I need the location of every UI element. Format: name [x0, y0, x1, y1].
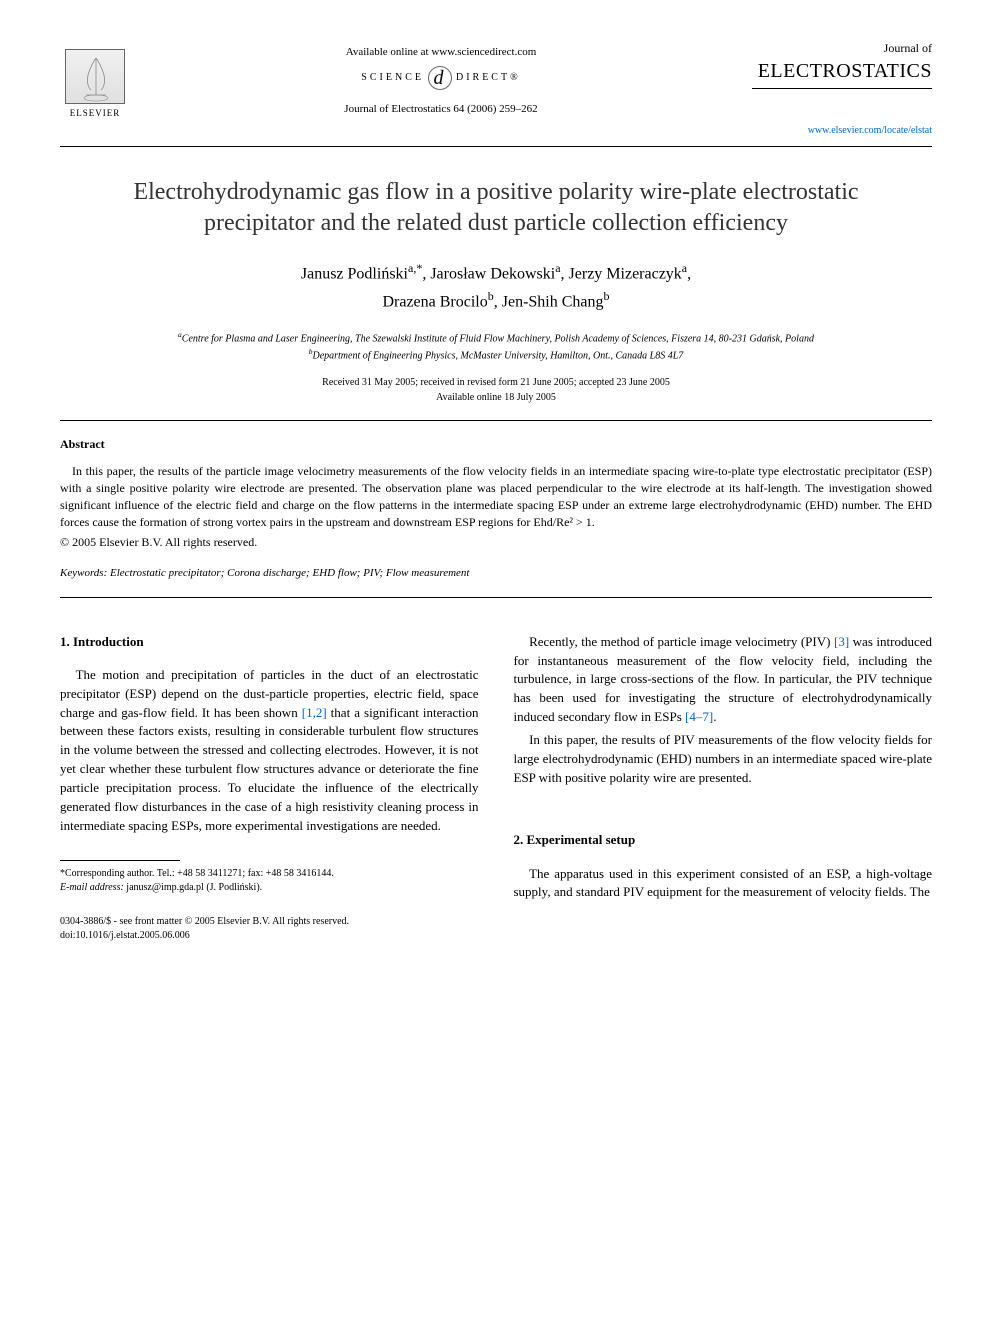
experimental-heading: 2. Experimental setup: [514, 831, 933, 849]
sd-d-icon: d: [428, 66, 452, 90]
affiliations: aCentre for Plasma and Laser Engineering…: [60, 329, 932, 364]
corresponding-author: *Corresponding author. Tel.: +48 58 3411…: [60, 867, 479, 881]
keywords-label: Keywords:: [60, 567, 107, 579]
journal-name: ELECTROSTATICS: [752, 57, 932, 89]
journal-url[interactable]: www.elsevier.com/locate/elstat: [752, 124, 932, 138]
author-2: , Jarosław Dekowski: [422, 266, 555, 283]
center-header: Available online at www.sciencedirect.co…: [130, 40, 752, 118]
ref-link-1-2[interactable]: [1,2]: [302, 705, 327, 720]
abstract-heading: Abstract: [60, 436, 932, 453]
available-online-text: Available online at www.sciencedirect.co…: [130, 45, 752, 60]
header-row: ELSEVIER Available online at www.science…: [60, 40, 932, 138]
affiliation-a: Centre for Plasma and Laser Engineering,…: [182, 333, 814, 344]
elsevier-label: ELSEVIER: [70, 107, 121, 120]
dates-online: Available online 18 July 2005: [436, 392, 556, 403]
ref-link-4-7[interactable]: [4–7]: [685, 709, 713, 724]
intro-p2c: .: [713, 709, 716, 724]
footer-doi: doi:10.1016/j.elstat.2005.06.006: [60, 929, 479, 943]
author-5: , Jen-Shih Chang: [494, 293, 604, 310]
affiliation-b: Department of Engineering Physics, McMas…: [312, 350, 683, 361]
footer-line1: 0304-3886/$ - see front matter © 2005 El…: [60, 915, 479, 929]
left-column: 1. Introduction The motion and precipita…: [60, 633, 479, 944]
intro-p2a: Recently, the method of particle image v…: [529, 634, 834, 649]
intro-paragraph-1: The motion and precipitation of particle…: [60, 666, 479, 836]
sciencedirect-logo: SCIENCE d DIRECT®: [130, 66, 752, 90]
body-columns: 1. Introduction The motion and precipita…: [60, 633, 932, 944]
author-4: Drazena Brocilo: [382, 293, 487, 310]
dates-received: Received 31 May 2005; received in revise…: [322, 377, 670, 388]
abstract-copyright: © 2005 Elsevier B.V. All rights reserved…: [60, 534, 932, 551]
section-spacer: [514, 791, 933, 831]
article-title: Electrohydrodynamic gas flow in a positi…: [100, 177, 892, 239]
journal-reference: Journal of Electrostatics 64 (2006) 259–…: [130, 102, 752, 117]
right-column: Recently, the method of particle image v…: [514, 633, 933, 944]
intro-p1b: that a significant interaction between t…: [60, 705, 479, 833]
corresponding-footnote: *Corresponding author. Tel.: +48 58 3411…: [60, 867, 479, 895]
email-label: E-mail address:: [60, 882, 124, 893]
footnote-divider: [60, 860, 180, 861]
authors: Janusz Podlińskia,*, Jarosław Dekowskia,…: [60, 259, 932, 314]
journal-of-label: Journal of: [752, 40, 932, 57]
author-5-sup: b: [604, 289, 610, 303]
keywords-text: Electrostatic precipitator; Corona disch…: [107, 567, 469, 579]
elsevier-logo: ELSEVIER: [60, 40, 130, 120]
article-dates: Received 31 May 2005; received in revise…: [60, 375, 932, 405]
author-3-sup: a: [682, 261, 687, 275]
ref-link-3[interactable]: [3]: [834, 634, 849, 649]
abstract-bottom-divider: [60, 597, 932, 598]
journal-brand: Journal of ELECTROSTATICS www.elsevier.c…: [752, 40, 932, 138]
abstract-top-divider: [60, 420, 932, 421]
intro-heading: 1. Introduction: [60, 633, 479, 651]
experimental-paragraph-1: The apparatus used in this experiment co…: [514, 865, 933, 903]
footer-text: 0304-3886/$ - see front matter © 2005 El…: [60, 915, 479, 943]
email-line: E-mail address: janusz@imp.gda.pl (J. Po…: [60, 881, 479, 895]
author-3: , Jerzy Mizeraczyk: [561, 266, 682, 283]
intro-paragraph-3: In this paper, the results of PIV measur…: [514, 731, 933, 788]
elsevier-tree-icon: [65, 49, 125, 104]
author-1: Janusz Podliński: [301, 266, 408, 283]
sd-right: DIRECT®: [456, 71, 521, 85]
email-address: janusz@imp.gda.pl (J. Podliński).: [124, 882, 262, 893]
sd-left: SCIENCE: [361, 71, 424, 85]
abstract-text: In this paper, the results of the partic…: [60, 463, 932, 530]
header-divider: [60, 146, 932, 147]
keywords: Keywords: Electrostatic precipitator; Co…: [60, 566, 932, 581]
intro-paragraph-2: Recently, the method of particle image v…: [514, 633, 933, 727]
